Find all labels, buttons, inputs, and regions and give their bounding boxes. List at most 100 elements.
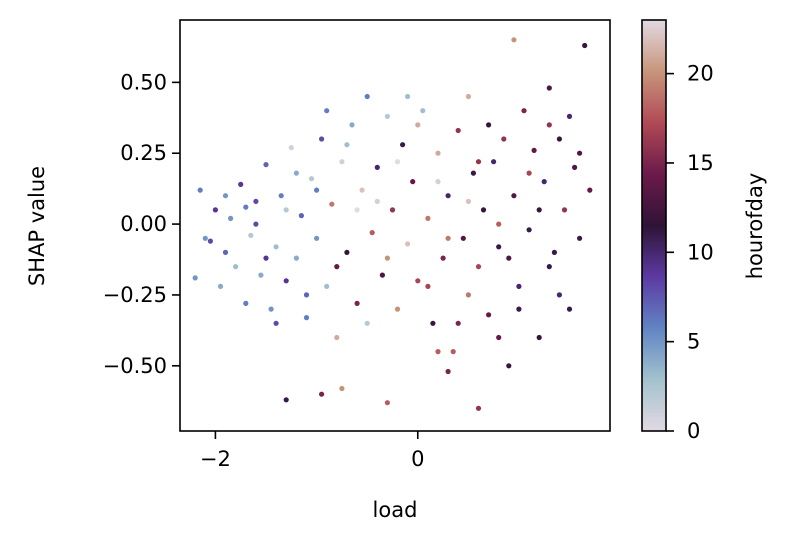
colorbar-tick-label: 10 — [687, 240, 714, 264]
x-tick-label: −2 — [200, 447, 231, 471]
scatter-point — [475, 159, 482, 165]
scatter-point — [455, 127, 461, 134]
scatter-point — [374, 198, 380, 204]
y-tick-label: 0.00 — [120, 212, 167, 236]
scatter-point — [334, 264, 340, 270]
y-tick-label: 0.25 — [120, 141, 167, 165]
scatter-point — [572, 164, 578, 170]
scatter-point — [233, 264, 239, 270]
colorbar-tick-label: 15 — [687, 151, 714, 175]
scatter-point — [425, 215, 431, 221]
scatter-point — [521, 108, 527, 114]
scatter-point — [283, 397, 289, 403]
scatter-point — [334, 334, 340, 341]
scatter-point — [344, 142, 350, 148]
scatter-point — [536, 334, 542, 341]
scatter-point — [486, 312, 492, 318]
scatter-point — [511, 37, 517, 43]
scatter-point — [511, 193, 517, 199]
scatter-point — [374, 164, 380, 170]
scatter-point — [516, 306, 522, 312]
scatter-point — [410, 179, 416, 185]
scatter-point — [258, 272, 264, 278]
scatter-point — [278, 193, 284, 199]
colorbar — [641, 19, 667, 432]
colorbar-tick-label: 0 — [687, 419, 700, 443]
scatter-point — [566, 113, 573, 119]
scatter-point — [243, 204, 249, 210]
scatter-point — [253, 221, 259, 227]
scatter-point — [435, 150, 441, 156]
scatter-point — [324, 283, 330, 289]
scatter-point — [440, 255, 446, 261]
scatter-point — [546, 85, 552, 91]
colorbar-tick-label: 20 — [687, 62, 714, 86]
scatter-point — [480, 207, 487, 213]
scatter-point — [339, 159, 345, 165]
plot-frame — [179, 19, 611, 432]
scatter-point — [329, 201, 335, 207]
scatter-point — [263, 255, 269, 261]
scatter-point — [293, 170, 299, 176]
scatter-point — [354, 207, 360, 213]
scatter-point — [561, 207, 568, 213]
scatter-point — [359, 187, 365, 193]
scatter-point — [496, 334, 502, 341]
scatter-point — [577, 150, 583, 156]
scatter-point — [253, 198, 259, 204]
scatter-point — [465, 198, 471, 204]
colorbar-axis: 0 5 10 15 20 — [666, 62, 714, 443]
scatter-point — [415, 122, 421, 128]
scatter-point — [531, 147, 537, 153]
scatter-point — [248, 232, 254, 238]
scatter-point — [293, 255, 299, 261]
scatter-point — [379, 272, 385, 278]
scatter-point — [217, 283, 224, 289]
scatter-point — [415, 278, 421, 284]
scatter-point — [470, 170, 476, 176]
scatter-point — [455, 320, 461, 326]
scatter-point — [496, 221, 502, 227]
scatter-point — [308, 176, 315, 182]
scatter-point — [273, 244, 279, 250]
scatter-point — [577, 235, 583, 241]
x-tick-label: 0 — [411, 447, 424, 471]
colorbar-tick-label: 5 — [687, 330, 700, 354]
scatter-point — [202, 235, 208, 241]
scatter-point — [298, 213, 304, 219]
scatter-point — [475, 405, 482, 411]
scatter-point — [556, 136, 563, 142]
scatter-point — [364, 93, 370, 100]
scatter-point — [425, 283, 431, 289]
scatter-point — [405, 241, 411, 247]
scatter-point — [551, 249, 558, 255]
scatter-point — [460, 235, 466, 241]
scatter-point — [526, 227, 532, 233]
scatter-point — [364, 320, 370, 326]
scatter-point — [228, 215, 234, 221]
scatter-point — [283, 207, 289, 213]
x-axis: −2 0 — [200, 431, 424, 471]
scatter-point — [526, 170, 532, 176]
scatter-point — [536, 207, 542, 213]
scatter-point — [445, 235, 451, 241]
scatter-point — [516, 283, 522, 289]
scatter-point — [303, 292, 310, 298]
scatter-point — [384, 255, 390, 261]
scatter-points — [192, 37, 593, 411]
scatter-point — [324, 108, 330, 114]
scatter-point — [384, 113, 390, 119]
y-tick-label: −0.25 — [103, 283, 167, 307]
scatter-point — [339, 385, 345, 392]
scatter-point — [314, 187, 320, 193]
scatter-point — [243, 300, 249, 306]
scatter-point — [319, 136, 325, 142]
scatter-point — [445, 368, 451, 375]
colorbar-label: hourofday — [743, 173, 767, 280]
scatter-point — [496, 244, 502, 250]
scatter-point — [288, 145, 294, 151]
scatter-point — [405, 93, 411, 100]
scatter-point — [582, 42, 588, 49]
scatter-point — [546, 264, 552, 270]
